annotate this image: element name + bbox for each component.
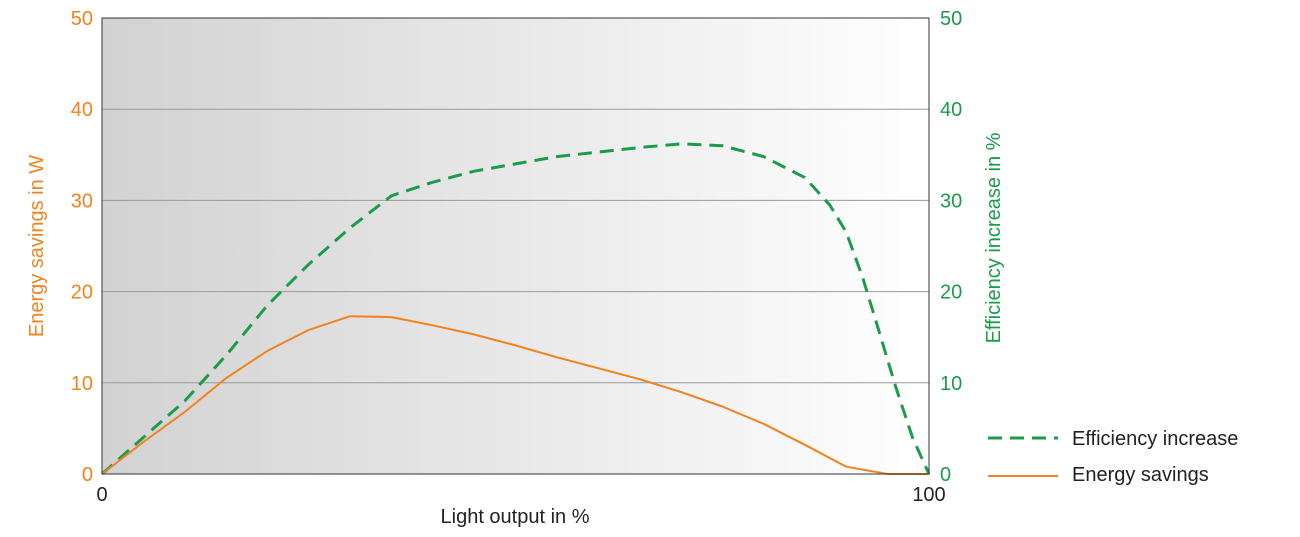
right-axis-ticks: 0 10 20 30 40 50 xyxy=(940,8,962,486)
right-tick-label: 20 xyxy=(940,282,962,304)
right-tick-label: 0 xyxy=(940,464,951,486)
left-tick-label: 10 xyxy=(71,373,93,395)
x-axis-ticks: 0 100 xyxy=(96,484,945,506)
right-tick-label: 50 xyxy=(940,8,962,30)
x-axis-label: Light output in % xyxy=(441,506,590,528)
legend: Efficiency increase Energy savings xyxy=(988,428,1238,486)
left-axis-ticks: 0 10 20 30 40 50 xyxy=(71,8,93,486)
legend-label-energy: Energy savings xyxy=(1072,464,1209,486)
left-tick-label: 0 xyxy=(82,464,93,486)
x-tick-label: 0 xyxy=(96,484,107,506)
legend-label-efficiency: Efficiency increase xyxy=(1072,428,1238,450)
left-tick-label: 20 xyxy=(71,282,93,304)
gridlines xyxy=(102,108,929,384)
right-tick-label: 40 xyxy=(940,99,962,121)
right-tick-label: 30 xyxy=(940,190,962,212)
right-tick-label: 10 xyxy=(940,373,962,395)
left-tick-label: 40 xyxy=(71,99,93,121)
plot-frame xyxy=(101,17,930,475)
series-lines xyxy=(101,142,931,476)
plot-area-background xyxy=(102,18,929,474)
energy-savings-line xyxy=(101,315,929,475)
right-axis-label: Efficiency increase in % xyxy=(983,132,1005,343)
left-axis-label: Energy savings in W xyxy=(26,155,48,337)
left-tick-label: 50 xyxy=(71,8,93,30)
x-tick-label: 100 xyxy=(912,484,945,506)
left-tick-label: 30 xyxy=(71,190,93,212)
